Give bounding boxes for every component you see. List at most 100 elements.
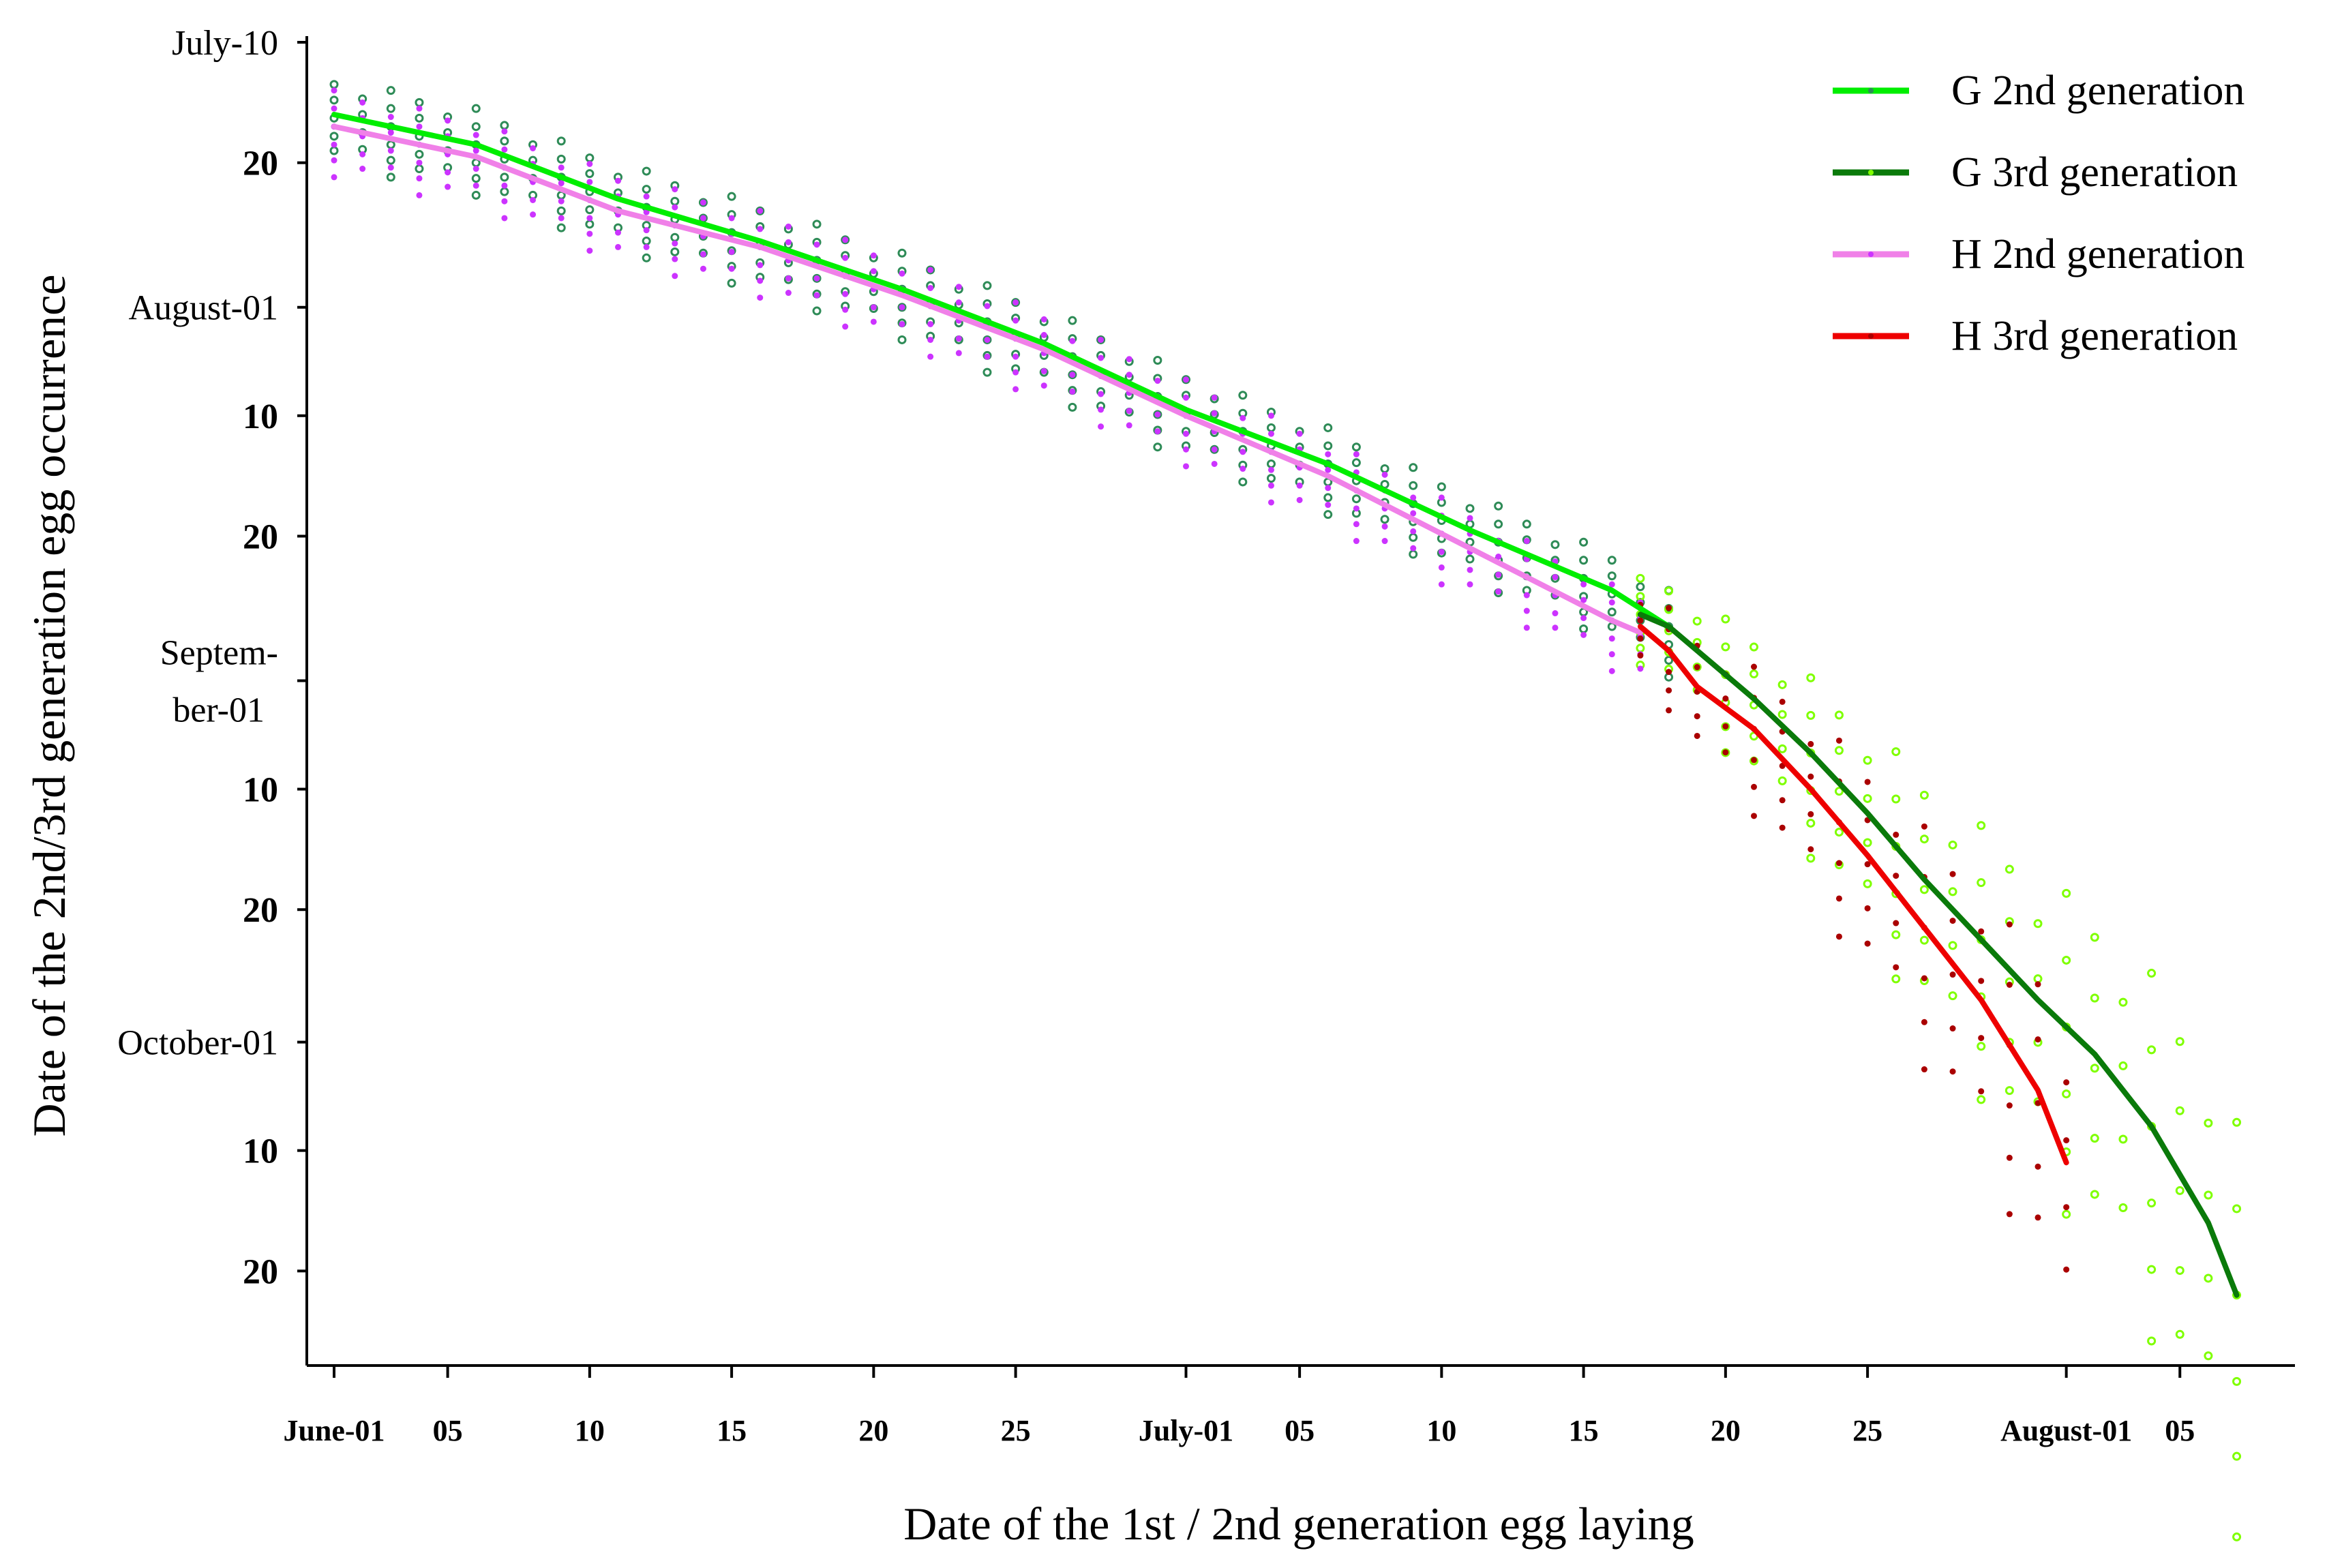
y-tick-label: 10: [243, 1132, 278, 1171]
data-point: [643, 243, 650, 250]
data-point: [1666, 707, 1672, 714]
data-point: [1978, 1035, 1985, 1042]
data-point: [785, 223, 792, 230]
data-point: [530, 196, 537, 203]
data-point: [1069, 388, 1076, 395]
data-point: [1380, 464, 1390, 474]
data-point: [642, 185, 651, 194]
data-point: [1637, 635, 1644, 642]
data-point: [530, 211, 537, 218]
data-point: [698, 198, 708, 207]
data-point: [1409, 463, 1418, 472]
data-point: [1948, 991, 1957, 1001]
data-point: [1098, 336, 1105, 343]
data-point: [899, 270, 905, 277]
series-line-2: [1637, 612, 2240, 1298]
data-point: [415, 164, 424, 174]
data-point: [927, 320, 934, 327]
data-point: [1353, 505, 1360, 512]
data-point: [700, 251, 706, 258]
data-point: [2204, 1118, 2213, 1128]
legend-label: H 3rd generation: [1951, 313, 2238, 359]
data-point: [1183, 394, 1189, 401]
data-point: [700, 215, 706, 222]
data-point: [672, 240, 678, 247]
data-point: [1465, 554, 1475, 564]
data-point: [2006, 982, 2013, 989]
x-tick-label: June-01: [283, 1414, 385, 1447]
data-point: [2175, 1329, 2185, 1339]
data-point: [558, 215, 565, 222]
data-point: [1807, 846, 1814, 853]
data-point: [472, 182, 479, 189]
data-point: [1949, 1068, 1956, 1075]
data-point: [472, 166, 479, 172]
data-point: [812, 273, 822, 283]
data-point: [1325, 485, 1332, 492]
data-point: [416, 175, 423, 182]
data-point: [785, 275, 792, 282]
data-point: [1266, 423, 1276, 432]
data-point: [926, 265, 935, 275]
data-point: [329, 95, 339, 105]
data-point: [2005, 1086, 2014, 1096]
data-point: [897, 303, 907, 312]
data-point: [1126, 356, 1132, 363]
data-point: [1552, 610, 1559, 617]
legend-item: H 2nd generation: [1833, 231, 2245, 277]
data-point: [842, 306, 849, 313]
data-point: [700, 265, 706, 272]
data-point: [2232, 1117, 2242, 1127]
data-point: [359, 151, 366, 157]
y-tick-label: 20: [243, 1252, 278, 1291]
data-point: [2147, 969, 2157, 978]
data-point: [1153, 410, 1162, 419]
data-point: [2090, 933, 2099, 942]
data-point: [1863, 879, 1872, 888]
data-point: [1381, 523, 1388, 530]
data-point: [329, 132, 339, 141]
data-point: [1040, 316, 1047, 322]
data-point: [1410, 528, 1417, 534]
data-point: [2204, 1351, 2213, 1361]
data-point: [472, 132, 479, 138]
data-point: [1664, 655, 1674, 665]
data-point: [1777, 776, 1787, 785]
data-point: [1494, 501, 1503, 511]
data-point: [1410, 510, 1417, 517]
series-lines: [331, 112, 2240, 1298]
data-point: [1325, 502, 1332, 509]
data-point: [870, 268, 877, 275]
data-point: [331, 105, 337, 112]
data-point: [1351, 458, 1361, 468]
data-point: [1919, 935, 1929, 945]
data-point: [471, 190, 481, 200]
data-point: [2147, 1336, 2157, 1346]
data-point: [728, 215, 735, 222]
data-point: [670, 232, 680, 242]
data-point: [2175, 1186, 2185, 1195]
data-point: [1210, 444, 1219, 454]
data-point: [643, 227, 650, 234]
legend-item: H 3rd generation: [1833, 313, 2238, 359]
data-point: [1240, 449, 1246, 455]
data-point: [1267, 412, 1274, 419]
x-ticks: June-01 05 10 15 20 25 July-01 05 10 15 20 25 August…: [283, 1366, 2195, 1447]
data-point: [1777, 710, 1787, 719]
data-point: [1550, 540, 1560, 549]
data-point: [1608, 651, 1615, 658]
data-point: [785, 239, 792, 245]
data-point: [416, 192, 423, 198]
data-point: [1978, 928, 1985, 935]
data-point: [897, 248, 907, 258]
data-point: [1183, 430, 1189, 437]
data-point: [1864, 861, 1871, 868]
data-point: [387, 147, 394, 154]
y-tick-label: 20: [243, 145, 278, 183]
x-tick-label: 05: [1285, 1414, 1315, 1447]
data-point: [1211, 446, 1218, 453]
data-point: [1154, 428, 1161, 435]
data-point: [556, 206, 566, 215]
data-point: [615, 229, 621, 236]
data-point: [585, 220, 595, 229]
